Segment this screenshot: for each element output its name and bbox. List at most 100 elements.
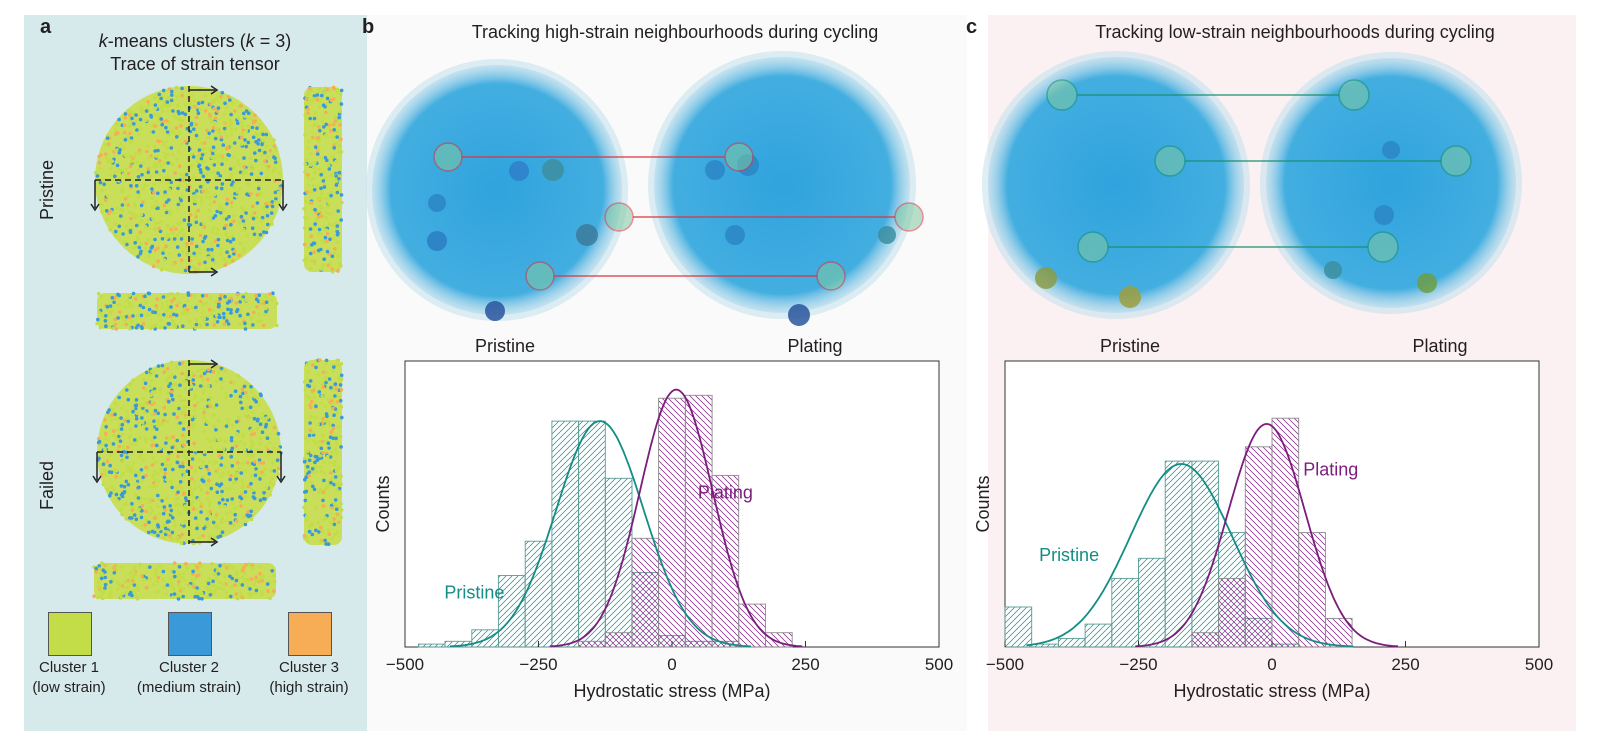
cluster-point bbox=[183, 311, 187, 315]
cluster-point bbox=[109, 166, 113, 171]
cluster-point bbox=[306, 383, 310, 388]
cluster-point bbox=[339, 502, 343, 506]
cluster-point bbox=[233, 389, 238, 394]
cluster-point bbox=[320, 382, 325, 386]
cluster-point bbox=[241, 227, 246, 232]
cluster-point bbox=[129, 160, 134, 164]
cluster-point bbox=[163, 526, 168, 531]
cluster-point bbox=[141, 186, 146, 191]
cluster-point bbox=[181, 594, 185, 599]
cluster-point bbox=[194, 189, 199, 193]
tracked-neighbourhood bbox=[894, 202, 924, 232]
cluster-point bbox=[153, 389, 158, 394]
cluster-point bbox=[332, 146, 337, 150]
cluster-point bbox=[198, 251, 202, 256]
cluster-point bbox=[155, 443, 159, 448]
cluster-point bbox=[240, 387, 245, 392]
cluster-point bbox=[206, 384, 211, 389]
cluster-point bbox=[229, 127, 234, 131]
cluster-point bbox=[193, 199, 197, 204]
cluster-point bbox=[264, 132, 269, 137]
cluster-point bbox=[306, 183, 311, 188]
cluster-point bbox=[228, 98, 232, 102]
cluster-view-failed bbox=[92, 358, 344, 601]
cluster-point bbox=[168, 504, 172, 508]
cluster-point bbox=[189, 163, 194, 168]
cluster-point bbox=[322, 182, 327, 187]
cluster-point bbox=[170, 89, 174, 94]
cluster-point bbox=[227, 299, 232, 304]
arrow-head-top bbox=[210, 359, 219, 369]
cluster-point bbox=[180, 203, 184, 208]
cluster-point bbox=[325, 102, 329, 106]
cluster-point bbox=[254, 448, 259, 452]
cluster-point bbox=[164, 104, 169, 108]
gaussian-fit-pristine bbox=[1026, 463, 1354, 648]
cluster-point bbox=[199, 374, 203, 379]
histogram-bar-pristine bbox=[1138, 557, 1166, 648]
cluster-point bbox=[146, 144, 150, 149]
cluster-point bbox=[228, 239, 233, 244]
cluster-point bbox=[109, 590, 114, 594]
cluster-point bbox=[134, 184, 139, 188]
cluster-point bbox=[335, 190, 340, 195]
cluster-point bbox=[245, 460, 250, 465]
cluster-point bbox=[148, 384, 152, 389]
cluster-point bbox=[172, 237, 177, 241]
cluster-point bbox=[334, 141, 339, 146]
cluster-point bbox=[260, 411, 265, 416]
legend-cluster-2-desc: (medium strain) bbox=[136, 679, 242, 696]
cluster-point bbox=[171, 224, 175, 229]
cluster-point bbox=[169, 305, 173, 309]
cluster-point bbox=[312, 170, 317, 175]
cluster-point bbox=[115, 130, 120, 135]
cluster-point bbox=[191, 155, 196, 159]
cluster-point bbox=[218, 563, 222, 568]
cluster-point bbox=[244, 390, 248, 395]
cluster-point bbox=[133, 573, 137, 577]
cluster-point bbox=[211, 145, 216, 150]
cluster-point bbox=[166, 180, 170, 185]
cluster-point bbox=[259, 193, 263, 198]
cluster-point bbox=[263, 467, 267, 471]
cluster-point bbox=[133, 216, 137, 220]
cluster-point bbox=[212, 424, 216, 428]
cluster-point bbox=[194, 133, 199, 138]
cluster-point bbox=[340, 508, 344, 512]
cluster-point bbox=[152, 419, 156, 424]
cluster-point bbox=[174, 366, 179, 370]
cluster-point bbox=[120, 422, 125, 427]
cluster-point bbox=[306, 539, 310, 544]
cluster-point bbox=[169, 146, 174, 150]
cluster-point bbox=[119, 427, 124, 431]
cluster-point bbox=[205, 491, 210, 495]
cluster-point bbox=[147, 291, 152, 296]
cluster-point bbox=[200, 397, 205, 402]
cluster-point bbox=[250, 125, 255, 130]
panel-b-left-label: Pristine bbox=[474, 336, 536, 356]
cluster-point bbox=[229, 380, 233, 385]
cluster-point bbox=[115, 163, 120, 168]
cluster-point bbox=[97, 456, 101, 461]
cluster-point bbox=[339, 150, 344, 154]
cluster-point bbox=[230, 234, 235, 238]
cluster-point bbox=[138, 478, 143, 483]
cluster-point bbox=[168, 463, 172, 467]
cluster-point bbox=[196, 111, 201, 116]
cluster-point bbox=[181, 443, 186, 447]
cluster-point bbox=[256, 319, 260, 323]
cluster-point bbox=[143, 381, 148, 386]
cluster-point bbox=[243, 406, 248, 411]
cluster-point bbox=[119, 508, 123, 512]
cluster-point bbox=[314, 145, 318, 150]
cluster-point bbox=[144, 183, 148, 188]
cluster-point bbox=[335, 512, 340, 517]
cluster-point bbox=[126, 203, 131, 207]
cluster-point bbox=[108, 453, 113, 457]
cluster-point bbox=[125, 298, 129, 303]
cluster-point bbox=[323, 133, 328, 138]
cluster-point bbox=[175, 135, 179, 139]
cluster-point bbox=[192, 408, 197, 412]
cluster-point bbox=[162, 535, 167, 540]
cluster-point bbox=[334, 507, 339, 512]
